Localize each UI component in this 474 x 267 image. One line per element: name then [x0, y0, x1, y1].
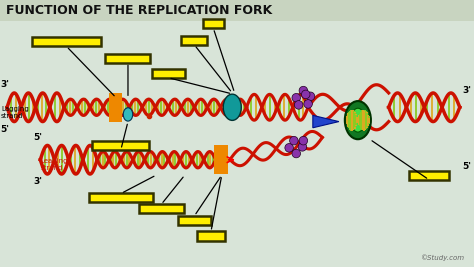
Circle shape	[298, 143, 307, 151]
Bar	[152, 69, 185, 78]
Circle shape	[294, 101, 303, 109]
Bar	[106, 54, 151, 63]
Ellipse shape	[351, 108, 365, 132]
FancyBboxPatch shape	[0, 0, 474, 21]
Text: FUNCTION OF THE REPLICATION FORK: FUNCTION OF THE REPLICATION FORK	[6, 4, 272, 17]
Text: Leading
strand: Leading strand	[40, 158, 68, 171]
Bar	[178, 216, 211, 225]
Circle shape	[304, 100, 312, 108]
Text: Lagging
strand: Lagging strand	[1, 105, 29, 119]
Bar	[409, 171, 449, 180]
Circle shape	[292, 93, 301, 102]
Bar	[181, 36, 208, 45]
Bar	[138, 204, 184, 213]
Text: ©Study.com: ©Study.com	[420, 255, 465, 261]
Bar	[214, 146, 228, 174]
Circle shape	[299, 86, 308, 95]
Circle shape	[292, 149, 301, 158]
Ellipse shape	[123, 108, 133, 121]
Bar	[203, 19, 224, 28]
Bar	[109, 93, 122, 121]
Text: 3': 3'	[33, 176, 42, 186]
Text: 3': 3'	[462, 86, 471, 95]
Text: 5': 5'	[0, 125, 9, 134]
Circle shape	[306, 92, 315, 101]
Bar	[32, 37, 101, 46]
Text: 5': 5'	[33, 133, 42, 142]
Bar	[89, 193, 153, 202]
Circle shape	[290, 136, 298, 145]
FancyBboxPatch shape	[261, 29, 474, 243]
Text: 3': 3'	[0, 80, 9, 89]
Bar	[92, 141, 149, 150]
Circle shape	[285, 144, 293, 152]
Bar	[197, 231, 225, 241]
Ellipse shape	[345, 101, 371, 139]
Polygon shape	[313, 115, 339, 128]
Circle shape	[299, 136, 308, 145]
Ellipse shape	[223, 94, 241, 120]
Text: 5': 5'	[462, 162, 471, 171]
Circle shape	[301, 90, 310, 99]
